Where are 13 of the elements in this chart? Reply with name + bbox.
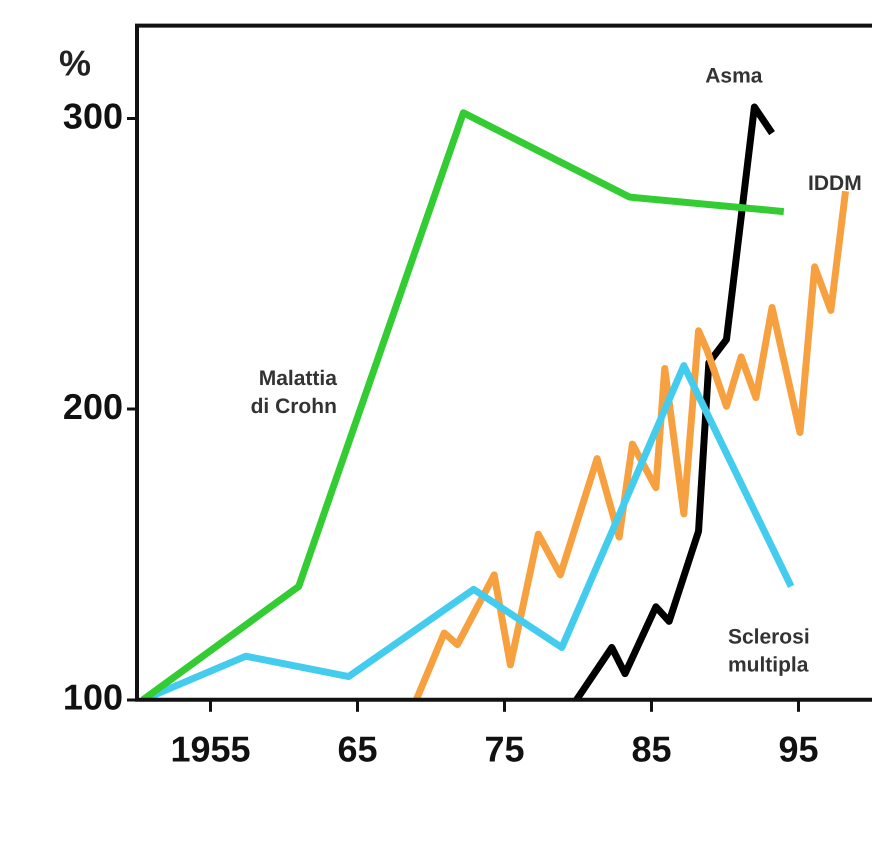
y-tick-label: 100 bbox=[62, 676, 123, 718]
x-tick-label: 65 bbox=[337, 728, 378, 770]
x-tick-label: 85 bbox=[631, 728, 672, 770]
x-tick-label: 95 bbox=[778, 728, 819, 770]
y-tick-label: 200 bbox=[62, 386, 123, 428]
text: Sclerosi multipla bbox=[728, 625, 810, 676]
y-tick-label: 300 bbox=[62, 96, 123, 137]
x-tick-label: 75 bbox=[484, 728, 525, 770]
x-tick-label: 1955 bbox=[170, 728, 251, 770]
series-label: Asma bbox=[705, 64, 763, 88]
series-label: Malattia di Crohn bbox=[250, 366, 338, 418]
series-label: IDDM bbox=[808, 172, 862, 196]
y-axis-title: % bbox=[58, 42, 92, 84]
